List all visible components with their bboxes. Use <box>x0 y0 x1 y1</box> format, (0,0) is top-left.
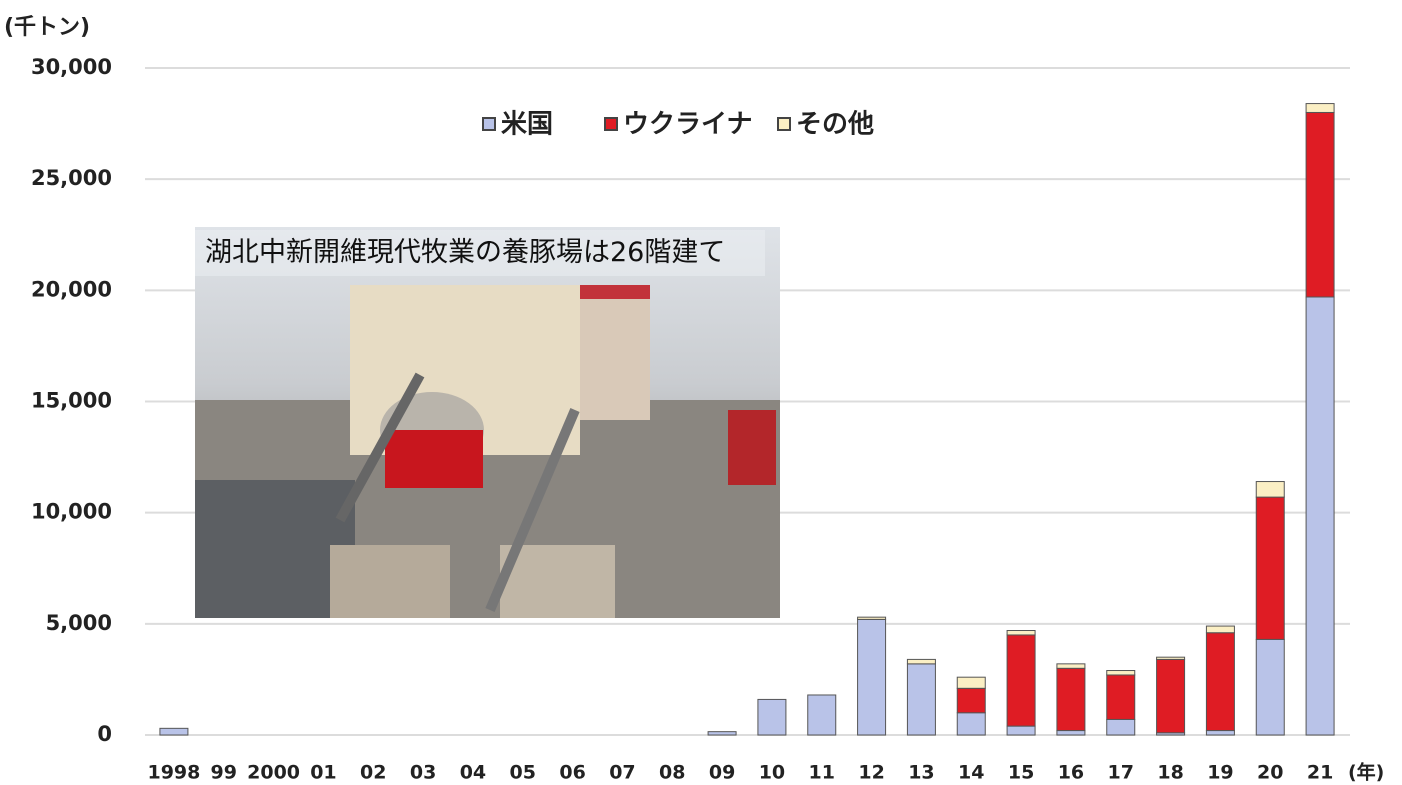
photo-conveyor <box>485 408 580 612</box>
bar-segment <box>906 658 936 665</box>
x-tick-label: 13 <box>908 762 934 784</box>
bar-segment <box>1156 658 1186 734</box>
bar-segment <box>1156 656 1186 660</box>
x-tick-label: 01 <box>310 762 336 784</box>
photo-building-top <box>580 285 650 299</box>
photo-conveyor <box>335 372 425 523</box>
legend-label: 米国 <box>501 110 553 140</box>
y-tick-label: 30,000 <box>31 55 112 79</box>
photo-roof <box>500 545 615 618</box>
x-tick-label: 15 <box>1008 762 1034 784</box>
bar-segment <box>857 616 887 620</box>
legend-label: ウクライナ <box>623 110 752 140</box>
x-tick-label: 11 <box>809 762 835 784</box>
x-tick-label: 14 <box>958 762 984 784</box>
x-tick-label: 04 <box>460 762 486 784</box>
x-tick-label: 1998 <box>147 762 200 784</box>
bar-segment <box>1106 670 1136 676</box>
bar-segment <box>857 618 887 736</box>
x-tick-label: 21 <box>1307 762 1333 784</box>
photo-caption: 湖北中新開維現代牧業の養豚場は26階建て <box>195 230 765 276</box>
x-tick-label: 20 <box>1257 762 1283 784</box>
bar-segment <box>1255 638 1285 736</box>
x-tick-label: 09 <box>709 762 735 784</box>
legend-swatch <box>482 117 496 131</box>
bar-segment <box>1255 496 1285 640</box>
x-tick-label: 16 <box>1058 762 1084 784</box>
x-tick-label: 2000 <box>247 762 300 784</box>
bar-segment <box>1205 632 1235 732</box>
x-tick-label: 07 <box>609 762 635 784</box>
bar-segment <box>1056 667 1086 732</box>
x-axis-label: (年) <box>1348 761 1384 784</box>
bar-segment <box>906 663 936 736</box>
bar-segment <box>1255 481 1285 498</box>
photo-building <box>580 290 650 420</box>
bar-segment <box>1106 718 1136 736</box>
photo-silo <box>728 410 776 485</box>
bar-segment <box>1305 111 1335 298</box>
photo-roof <box>330 545 450 618</box>
bar-segment <box>757 698 787 736</box>
x-tick-label: 03 <box>410 762 436 784</box>
y-tick-label: 25,000 <box>31 166 112 190</box>
y-tick-label: 15,000 <box>31 389 112 413</box>
bar-segment <box>1106 674 1136 720</box>
bar-segment <box>1006 725 1036 736</box>
bar-segment <box>1006 634 1036 727</box>
bar-segment <box>1006 630 1036 636</box>
bar-segment <box>1305 103 1335 113</box>
bar-segment <box>707 731 737 736</box>
bar-segment <box>1056 663 1086 669</box>
x-tick-label: 10 <box>759 762 785 784</box>
x-tick-label: 17 <box>1108 762 1134 784</box>
x-tick-label: 05 <box>510 762 536 784</box>
x-tick-label: 12 <box>858 762 884 784</box>
bar-segment <box>1056 730 1086 736</box>
x-tick-label: 02 <box>360 762 386 784</box>
photo-plant <box>195 480 355 618</box>
legend-swatch <box>777 117 791 131</box>
bar-segment <box>1205 625 1235 634</box>
legend-swatch <box>604 117 618 131</box>
bar-segment <box>1305 296 1335 736</box>
x-tick-label: 99 <box>211 762 237 784</box>
y-tick-label: 5,000 <box>46 611 112 635</box>
bar-segment <box>956 712 986 736</box>
bar-segment <box>956 676 986 689</box>
y-axis-label: (千トン) <box>4 15 90 40</box>
photo <box>195 227 780 618</box>
y-tick-label: 10,000 <box>31 500 112 524</box>
x-tick-label: 19 <box>1207 762 1233 784</box>
photo-silo <box>385 430 483 488</box>
x-tick-label: 08 <box>659 762 685 784</box>
bar-segment <box>956 687 986 714</box>
x-tick-label: 18 <box>1157 762 1183 784</box>
bar-segment <box>807 694 837 736</box>
x-tick-label: 06 <box>559 762 585 784</box>
bar-segment <box>1205 730 1235 736</box>
y-tick-label: 20,000 <box>31 277 112 301</box>
bar-segment <box>159 727 189 736</box>
y-tick-label: 0 <box>97 722 112 746</box>
legend-label: その他 <box>796 110 874 140</box>
